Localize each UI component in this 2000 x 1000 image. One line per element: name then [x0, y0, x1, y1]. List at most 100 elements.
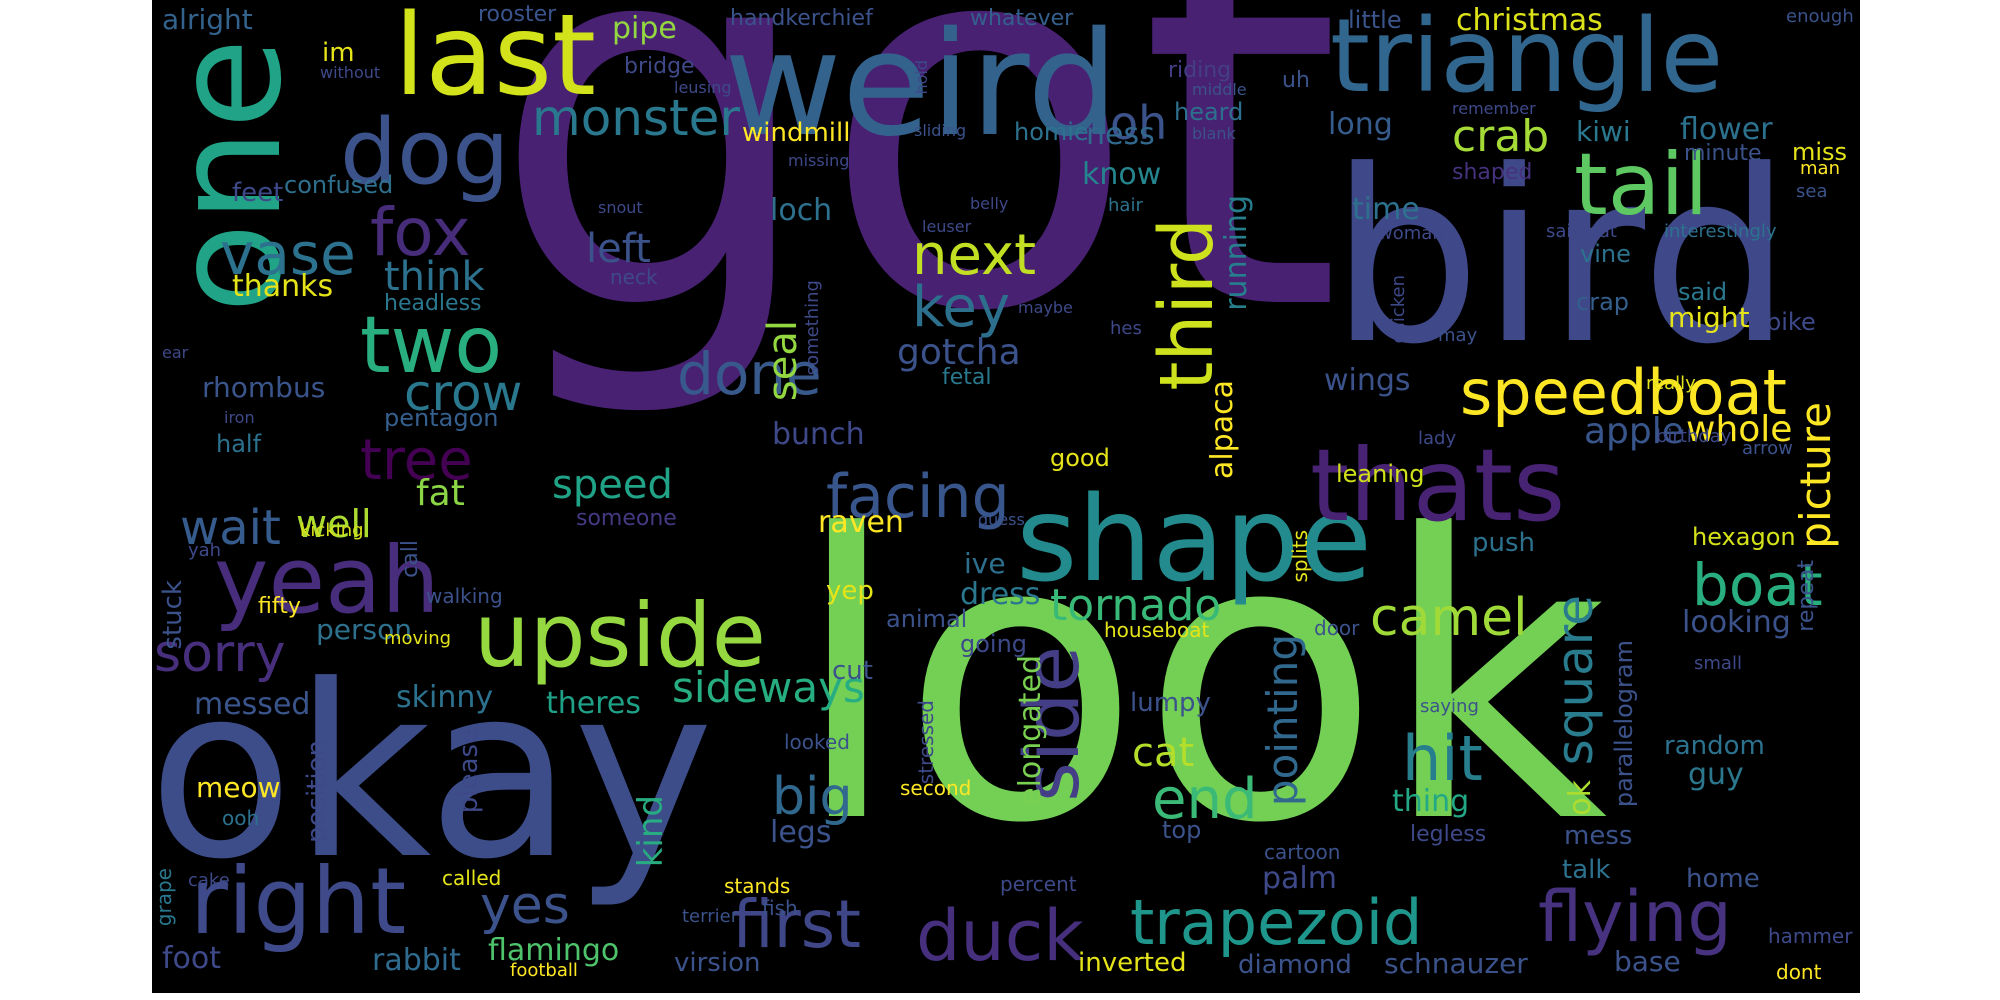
word-crow: crow	[404, 364, 523, 422]
word-animal: animal	[886, 605, 968, 633]
word-sorry: sorry	[154, 624, 286, 684]
word-yeah: yeah	[214, 527, 440, 634]
word-long: long	[1328, 107, 1393, 142]
word-cartoon: cartoon	[1264, 840, 1341, 864]
word-position: position	[302, 740, 332, 843]
word-wait: wait	[180, 500, 281, 556]
word-may: may	[1438, 325, 1478, 346]
word-shaped: shaped	[1452, 160, 1533, 185]
word-alpaca: alpaca	[1205, 380, 1240, 480]
word-ooh: ooh	[222, 806, 260, 830]
word-miss: miss	[1792, 138, 1848, 166]
word-repeat: repeat	[1794, 560, 1819, 632]
word-fetal: fetal	[942, 365, 992, 390]
word-foot: foot	[162, 941, 222, 976]
word-flower: flower	[1680, 112, 1773, 147]
word-little: little	[1348, 6, 1402, 34]
word-yes: yes	[480, 876, 570, 936]
word-bird: bird	[1330, 120, 1792, 397]
word-thats: thats	[1310, 427, 1566, 544]
word-facing: facing	[826, 462, 1010, 532]
word-said: said	[1678, 278, 1728, 306]
word-alright: alright	[162, 3, 253, 36]
word-confused: confused	[284, 171, 394, 199]
word-inverted: inverted	[1078, 948, 1187, 978]
word-left: left	[586, 226, 651, 272]
word-door: door	[1314, 616, 1360, 640]
word-sliding: sliding	[914, 121, 967, 140]
word-yah: yah	[188, 540, 222, 561]
word-thanks: thanks	[232, 269, 334, 304]
word-rhombus: rhombus	[202, 371, 326, 404]
word-missing: missing	[788, 151, 850, 170]
word-camel: camel	[1370, 588, 1528, 648]
word-virsion: virsion	[674, 948, 761, 978]
word-terrier: terrier	[682, 906, 739, 927]
word-grape: grape	[152, 868, 176, 927]
word-upside: upside	[474, 584, 766, 687]
word-dress: dress	[960, 577, 1041, 612]
word-crab: crab	[1452, 111, 1550, 162]
word-random: random	[1664, 731, 1765, 761]
word-leaning: leaning	[1336, 460, 1425, 488]
word-snout: snout	[598, 198, 643, 217]
word-fish: fish	[762, 896, 798, 920]
word-end: end	[1152, 767, 1258, 832]
word-handkerchief: handkerchief	[730, 6, 873, 31]
word-homie: homie	[1014, 118, 1089, 146]
word-tornado: tornado	[1050, 580, 1222, 631]
word-oh: oh	[1110, 96, 1168, 150]
word-going: going	[960, 630, 1028, 658]
word-uh: uh	[1282, 68, 1310, 93]
word-pentagon: pentagon	[384, 404, 499, 432]
word-please: please	[454, 728, 484, 814]
word-hit: hit	[1402, 722, 1483, 795]
word-fifty: fifty	[258, 594, 301, 619]
word-saying: saying	[1420, 696, 1479, 717]
word-raven: raven	[818, 505, 904, 540]
word-football: football	[510, 960, 578, 981]
word-guess: guess	[978, 510, 1025, 529]
word-boat: boat	[1692, 551, 1823, 619]
word-whole: whole	[1686, 409, 1793, 450]
word-maybe: maybe	[1018, 298, 1073, 317]
word-know: know	[1082, 157, 1162, 192]
word-base: base	[1614, 945, 1681, 978]
word-dont: dont	[1776, 960, 1822, 984]
word-weird: weird	[724, 0, 1119, 168]
word-hammer: hammer	[1768, 924, 1853, 948]
word-rabbit: rabbit	[372, 943, 461, 978]
word-cloud-canvas: got look okay one weird bird shape upsid…	[152, 0, 1860, 993]
word-two: two	[360, 301, 503, 391]
word-pipe: pipe	[612, 11, 677, 46]
word-lumpy: lumpy	[1130, 688, 1211, 718]
word-done: done	[677, 340, 822, 408]
word-home: home	[1686, 864, 1760, 894]
word-looked: looked	[784, 730, 850, 754]
word-speed: speed	[552, 462, 673, 508]
word-legs: legs	[770, 815, 832, 850]
word-riding: riding	[1168, 58, 1232, 83]
word-talk: talk	[1562, 855, 1611, 885]
word-stressed: stressed	[914, 700, 938, 785]
word-messed: messed	[194, 687, 311, 722]
word-vine: vine	[1580, 240, 1631, 268]
word-chicken: chicken	[1388, 275, 1409, 344]
word-birthday: birthday	[1656, 426, 1732, 447]
word-speedboat: speedboat	[1460, 356, 1787, 429]
word-tail: tail	[1574, 135, 1709, 235]
word-elongated: elongated	[1013, 655, 1048, 806]
word-neck: neck	[610, 265, 658, 289]
word-tree: tree	[360, 428, 473, 493]
word-arrow: arrow	[1742, 438, 1793, 459]
word-heard: heard	[1174, 98, 1244, 126]
word-blank: blank	[1192, 124, 1236, 143]
word-woman: woman	[1378, 223, 1444, 244]
word-third: third	[1144, 218, 1230, 391]
word-cut: cut	[832, 656, 873, 686]
word-okay: okay	[152, 635, 714, 912]
word-bike: bike	[1766, 308, 1816, 336]
word-square: square	[1546, 595, 1604, 766]
word-leuser: leuser	[922, 217, 972, 236]
word-middle: middle	[1192, 80, 1247, 99]
